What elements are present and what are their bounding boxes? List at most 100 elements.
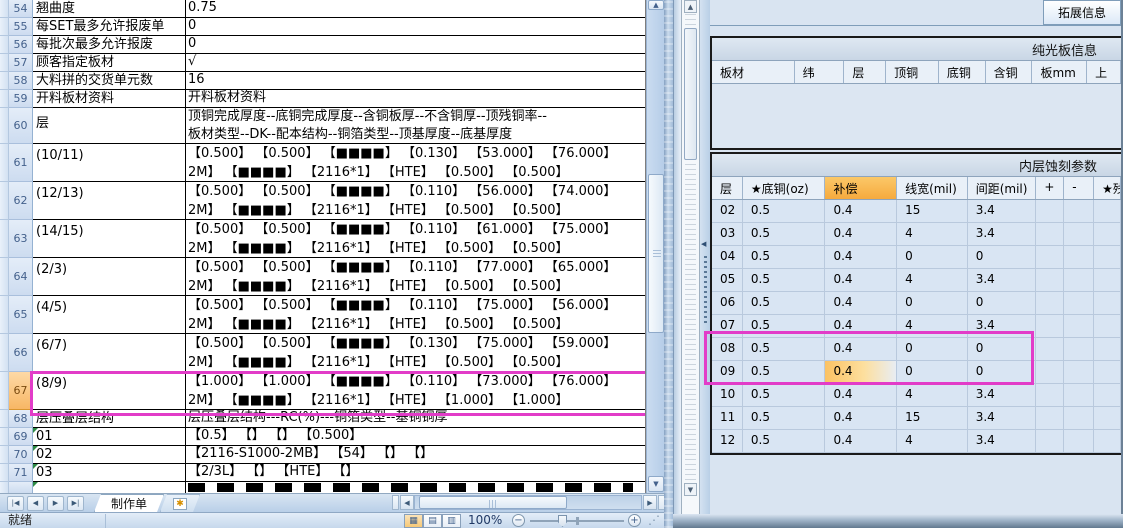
etch-cell[interactable]: 0.4	[825, 361, 898, 383]
excel-cell-value[interactable]: 0	[186, 18, 645, 36]
etch-cell[interactable]	[1036, 292, 1065, 314]
insert-worksheet-tab[interactable]: ✱	[160, 494, 200, 512]
etch-cell[interactable]: 0	[897, 361, 968, 383]
etch-cell[interactable]: 0.5	[743, 430, 826, 452]
row-header-60[interactable]: 60	[9, 108, 33, 144]
row-header-71[interactable]: 71	[9, 464, 33, 482]
etch-cell[interactable]: 3.4	[968, 384, 1037, 406]
excel-cell-value[interactable]: 顶铜完成厚度--底铜完成厚度--含铜板厚--不含铜厚--顶残铜率-- 板材类型--…	[186, 108, 645, 144]
etch-cell[interactable]: 0.5	[743, 407, 826, 429]
etch-cell[interactable]: 10	[712, 384, 743, 406]
etch-cell[interactable]	[1036, 430, 1065, 452]
excel-cell-value[interactable]: 【2/3L】 【】 【HTE】 【】	[186, 464, 645, 482]
etch-cell[interactable]: 4	[897, 315, 968, 337]
excel-cell-value[interactable]: 【0.500】 【0.500】 【■■■■】 【0.130】 【53.000】 …	[186, 144, 645, 182]
etch-cell[interactable]: 0	[968, 361, 1037, 383]
excel-cell-value[interactable]: 【0.500】 【0.500】 【■■■■】 【0.110】 【61.000】 …	[186, 220, 645, 258]
scroll-right-icon[interactable]: ▶	[643, 495, 657, 510]
excel-vertical-scrollbar[interactable]: ▲ ▼	[646, 0, 664, 493]
last-sheet-button[interactable]: ▶|	[67, 495, 84, 511]
excel-cell-value[interactable]: 层压叠层结构---RC(%)---铜箔类型--基铜铜厚	[186, 410, 645, 428]
excel-cell-value[interactable]: 0.75	[186, 0, 645, 18]
etch-cell[interactable]: 0.4	[825, 292, 898, 314]
etch-cell[interactable]: 0.4	[825, 430, 898, 452]
etch-cell[interactable]: 0	[968, 292, 1037, 314]
excel-cell-label[interactable]: 03	[33, 464, 186, 482]
excel-cell-label[interactable]: (2/3)	[33, 258, 186, 296]
etch-cell[interactable]: 3.4	[968, 223, 1037, 245]
row-header-54[interactable]: 54	[9, 0, 33, 18]
excel-cell-value[interactable]: 【0.500】 【0.500】 【■■■■】 【0.110】 【77.000】 …	[186, 258, 645, 296]
etch-cell[interactable]: 0.4	[825, 384, 898, 406]
excel-cell-label[interactable]: (12/13)	[33, 182, 186, 220]
etch-cell[interactable]	[1094, 246, 1121, 268]
row-header-70[interactable]: 70	[9, 446, 33, 464]
etch-cell[interactable]: 02	[712, 200, 743, 222]
etch-cell[interactable]	[1094, 338, 1121, 360]
excel-cell-label[interactable]: 顾客指定板材	[33, 54, 186, 72]
scroll-up-icon[interactable]: ▲	[648, 0, 664, 10]
zoom-out-button[interactable]: −	[512, 514, 525, 527]
etch-cell[interactable]	[1064, 315, 1095, 337]
etch-cell[interactable]	[1094, 292, 1121, 314]
etch-cell[interactable]	[1036, 315, 1065, 337]
etch-cell[interactable]: 05	[712, 269, 743, 291]
etch-cell[interactable]	[1094, 361, 1121, 383]
excel-cell-label[interactable]: 每SET最多允许报废单	[33, 18, 186, 36]
etch-cell[interactable]	[1064, 338, 1095, 360]
etch-cell[interactable]	[1036, 200, 1065, 222]
etch-cell[interactable]: 3.4	[968, 315, 1037, 337]
zoom-in-button[interactable]: +	[628, 514, 641, 527]
row-header-64[interactable]: 64	[9, 258, 33, 296]
excel-vertical-scrollbar-thumb[interactable]	[648, 174, 664, 333]
etch-cell[interactable]	[1036, 246, 1065, 268]
etch-cell[interactable]	[1036, 338, 1065, 360]
scroll-down-icon[interactable]: ▼	[648, 476, 664, 492]
etch-cell[interactable]: 0	[897, 292, 968, 314]
excel-cell-value[interactable]: 【1.000】 【1.000】 【■■■■】 【0.110】 【73.000】 …	[186, 372, 645, 410]
etch-cell[interactable]	[1036, 269, 1065, 291]
etch-cell[interactable]	[1064, 269, 1095, 291]
right-panel-scrollbar[interactable]: ▲ ▼	[681, 0, 700, 514]
horizontal-scrollbar[interactable]: ◀ ▶	[392, 494, 665, 511]
etch-cell[interactable]: 07	[712, 315, 743, 337]
horizontal-scrollbar-thumb[interactable]	[419, 496, 567, 509]
etch-cell[interactable]: 0.4	[825, 246, 898, 268]
right-panel-scrollbar-thumb[interactable]	[684, 28, 697, 160]
etch-cell[interactable]	[1064, 361, 1095, 383]
etch-cell[interactable]: 0.4	[825, 269, 898, 291]
etch-cell[interactable]: 0.5	[743, 292, 826, 314]
etch-cell[interactable]: 0.5	[743, 315, 826, 337]
row-header-61[interactable]: 61	[9, 144, 33, 182]
etch-cell[interactable]	[1094, 223, 1121, 245]
excel-cell-label[interactable]: 大料拼的交货单元数	[33, 72, 186, 90]
etch-cell[interactable]: 11	[712, 407, 743, 429]
etch-cell[interactable]: 0.5	[743, 223, 826, 245]
tab-split-handle[interactable]	[392, 495, 399, 510]
row-header-57[interactable]: 57	[9, 54, 33, 72]
etch-cell[interactable]	[1094, 269, 1121, 291]
etch-cell[interactable]	[1094, 315, 1121, 337]
excel-cell-label[interactable]: (8/9)	[33, 372, 186, 410]
etch-cell[interactable]: 0.5	[743, 200, 826, 222]
etch-cell[interactable]: 3.4	[968, 200, 1037, 222]
etch-cell[interactable]: 03	[712, 223, 743, 245]
etch-cell[interactable]	[1036, 361, 1065, 383]
etch-cell[interactable]: 0	[897, 338, 968, 360]
excel-cell-value[interactable]: 开料板材资料	[186, 90, 645, 108]
excel-cell-value[interactable]: 【0.500】 【0.500】 【■■■■】 【0.110】 【75.000】 …	[186, 296, 645, 334]
etch-cell[interactable]: 4	[897, 384, 968, 406]
prev-sheet-button[interactable]: ◀	[27, 495, 44, 511]
excel-cell-value[interactable]: 16	[186, 72, 645, 90]
etch-cell[interactable]: 0.4	[825, 315, 898, 337]
excel-cell-label[interactable]: 层压叠层结构	[33, 410, 186, 428]
etch-cell[interactable]	[1064, 430, 1095, 452]
excel-cell-value[interactable]: 【0.500】 【0.500】 【■■■■】 【0.130】 【75.000】 …	[186, 334, 645, 372]
etch-cell[interactable]: 0.5	[743, 246, 826, 268]
etch-cell[interactable]: 0.4	[825, 338, 898, 360]
excel-cell-label[interactable]: (4/5)	[33, 296, 186, 334]
etch-cell[interactable]	[1036, 384, 1065, 406]
next-sheet-button[interactable]: ▶	[47, 495, 64, 511]
panel-splitter[interactable]: ◀	[700, 0, 710, 528]
row-header-56[interactable]: 56	[9, 36, 33, 54]
